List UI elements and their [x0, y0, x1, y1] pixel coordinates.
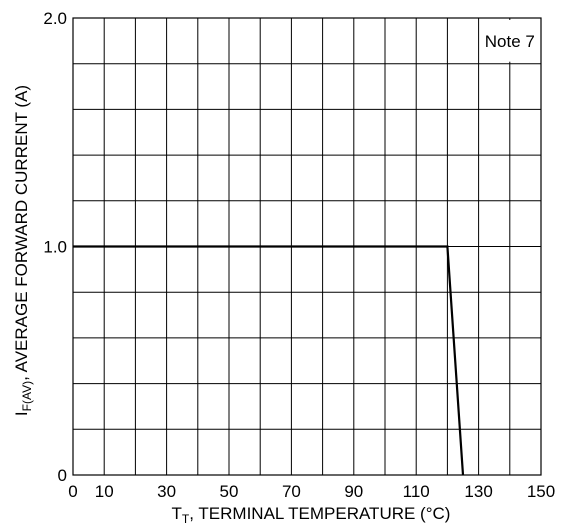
- y-tick-labels: 0 1.0 2.0: [43, 9, 67, 485]
- y-axis-title-main: I: [12, 411, 31, 416]
- y-tick-label: 2.0: [43, 9, 67, 28]
- x-axis-title-sub: T: [182, 512, 190, 526]
- y-axis-title: IF(AV), AVERAGE FORWARD CURRENT (A): [12, 85, 34, 416]
- y-tick-label: 1.0: [43, 238, 67, 257]
- x-tick-label: 150: [527, 482, 555, 501]
- x-tick-label: 10: [95, 482, 114, 501]
- note-label: Note 7: [485, 32, 535, 51]
- x-axis-title-main: T: [172, 504, 182, 523]
- x-tick-label: 90: [344, 482, 363, 501]
- y-axis-title-sub: F(AV): [20, 381, 34, 411]
- x-axis-title: TT, TERMINAL TEMPERATURE (°C): [172, 504, 451, 526]
- x-tick-label: 110: [403, 482, 430, 501]
- series-line: [73, 245, 465, 476]
- x-tick-label: 0: [68, 482, 77, 501]
- y-tick-label: 0: [58, 466, 67, 485]
- x-tick-label: 130: [464, 482, 492, 501]
- y-axis-title-rest: , AVERAGE FORWARD CURRENT (A): [12, 85, 31, 381]
- note-box: [480, 20, 539, 62]
- series: [73, 245, 465, 476]
- x-tick-labels: 0 10 30 50 70 90 110 130 150: [68, 482, 555, 501]
- x-axis-title-rest: , TERMINAL TEMPERATURE (°C): [189, 504, 450, 523]
- x-tick-label: 70: [282, 482, 301, 501]
- x-tick-label: 50: [220, 482, 239, 501]
- grid: [73, 18, 541, 475]
- x-tick-label: 30: [157, 482, 176, 501]
